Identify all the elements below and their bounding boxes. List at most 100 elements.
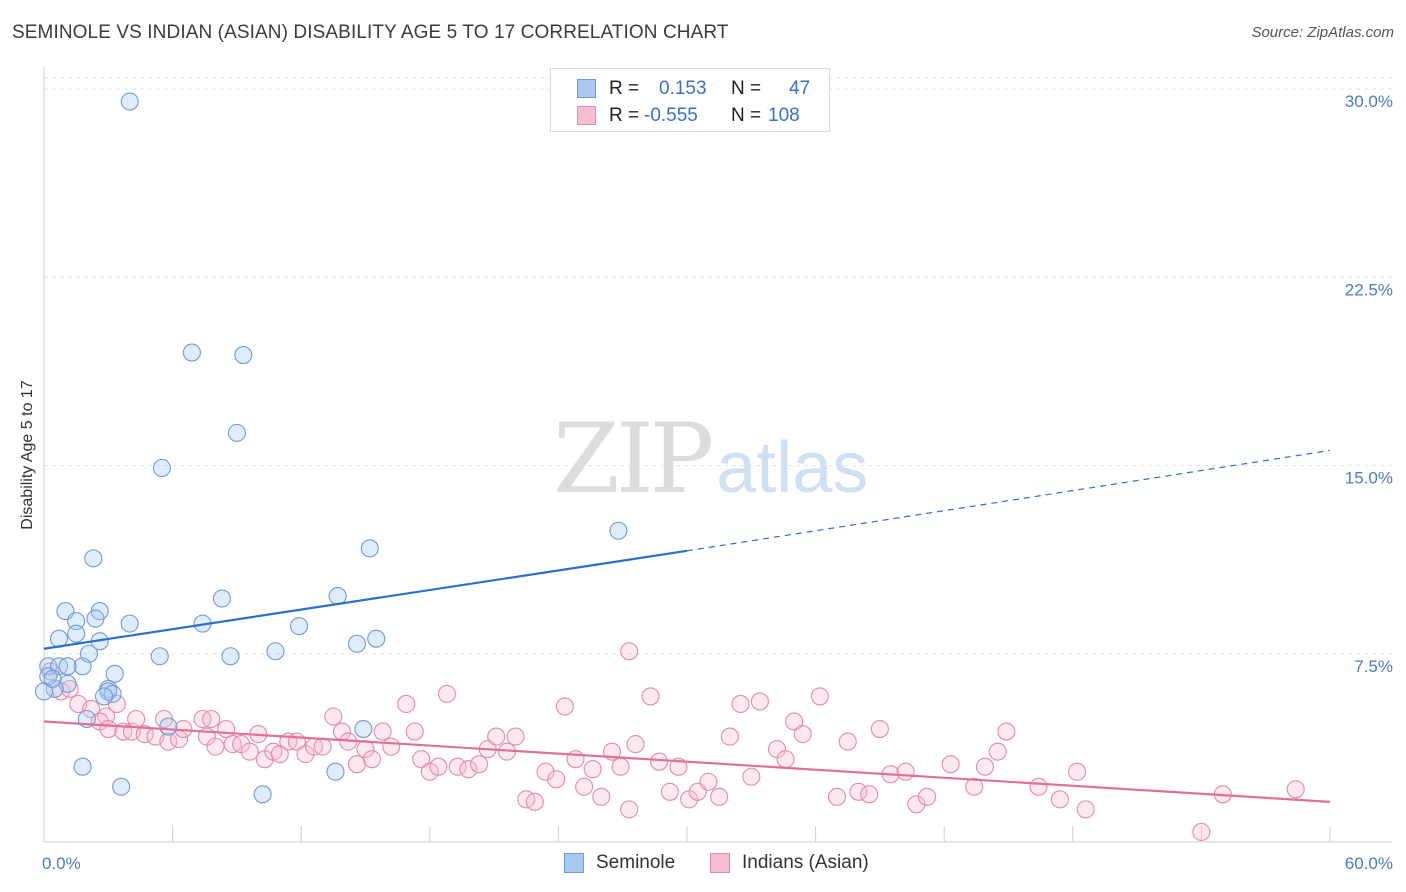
indian-asian-point (849, 782, 868, 801)
legend-r-value: -0.555 (644, 105, 698, 126)
indian-asian-point (487, 727, 506, 746)
indian-asian-point (217, 719, 236, 739)
legend-swatch-seminole (577, 79, 596, 98)
chart-title: SEMINOLE VS INDIAN (ASIAN) DISABILITY AG… (12, 22, 729, 43)
indian-asian-point (660, 782, 679, 801)
indian-asian-point (547, 770, 566, 789)
watermark-zip: ZIP (553, 403, 714, 515)
seminole-point (120, 92, 139, 111)
indian-asian-point (206, 737, 225, 756)
seminole-point (120, 614, 139, 633)
indian-asian-point (896, 762, 915, 781)
seminole-point (290, 617, 309, 636)
seminole-point (360, 539, 379, 558)
seminole-trend-line (43, 549, 688, 650)
source-label: Source: ZipAtlas.com (1251, 24, 1394, 41)
legend-label-indian: Indians (Asian) (742, 852, 869, 873)
indian-asian-point (127, 709, 146, 729)
legend-row-seminole: R = 0.153 N = 47 (551, 75, 829, 101)
seminole-point (67, 624, 86, 643)
indian-asian-point (827, 787, 847, 806)
seminole-point (328, 586, 347, 606)
indian-asian-point (731, 694, 750, 714)
seminole-point (112, 777, 131, 796)
indian-asian-point (240, 742, 259, 761)
watermark-atlas: atlas (716, 428, 869, 508)
indian-asian-point (988, 742, 1007, 761)
indian-asian-point (420, 762, 439, 781)
indian-asian-point (362, 750, 381, 769)
tick-labels: 7.5% 15.0% 22.5% 30.0% 0.0% 60.0% (42, 92, 1393, 873)
indian-asian-point (907, 795, 926, 814)
indian-asian-point (641, 687, 660, 706)
legend-row-indian: R = -0.555 N = 108 (551, 102, 829, 128)
seminole-point (221, 647, 240, 666)
indian-asian-point (536, 762, 555, 781)
indian-asian-point (626, 735, 645, 754)
indian-asian-point (776, 750, 795, 769)
watermark: ZIPatlas (553, 403, 868, 515)
indian-asian-point (382, 737, 401, 756)
seminole-point (150, 647, 169, 666)
indian-asian-point (575, 777, 594, 796)
indian-asian-points (41, 642, 1305, 842)
indian-asian-point (347, 755, 366, 774)
axes (43, 66, 1392, 843)
seminole-point (73, 757, 92, 776)
seminole-point (43, 669, 62, 688)
indian-asian-point (860, 785, 879, 804)
seminole-point (367, 629, 386, 648)
indian-asian-point (592, 787, 611, 806)
indian-asian-point (135, 725, 154, 744)
indian-asian-point (870, 719, 889, 739)
indian-asian-point (270, 745, 289, 764)
indian-asian-point (838, 732, 857, 751)
indian-asian-point (313, 737, 332, 756)
indian-asian-point (810, 687, 829, 706)
indian-asian-point (159, 732, 178, 751)
indian-asian-point (324, 707, 343, 726)
x-tick-label: 0.0% (42, 854, 81, 873)
correlation-legend: R = 0.153 N = 47 R = -0.555 N = 108 (550, 68, 830, 132)
legend-n-label: N = (731, 105, 762, 126)
seminole-point (58, 657, 77, 676)
indian-asian-point (405, 722, 424, 741)
y-tick-label: 30.0% (1345, 92, 1393, 111)
seminole-point (212, 589, 231, 608)
legend-n-value: 108 (768, 105, 800, 126)
indian-asian-point (941, 755, 960, 774)
legend-r-label: R = (609, 78, 640, 99)
legend-n-label: N = (731, 78, 762, 99)
seminole-points (34, 92, 628, 804)
indian-asian-point (202, 709, 221, 729)
indian-asian-point (793, 725, 812, 744)
seminole-point (266, 642, 285, 661)
indian-asian-point (1050, 790, 1069, 809)
legend-label-seminole: Seminole (596, 852, 676, 873)
indian-asian-point (742, 767, 761, 786)
seminole-point (609, 521, 628, 540)
seminole-point (152, 458, 171, 478)
seminole-point (86, 609, 105, 628)
indian-asian-point (555, 697, 574, 716)
seminole-point (182, 343, 201, 362)
indian-asian-point (459, 760, 478, 779)
indian-asian-point (975, 757, 994, 776)
seminole-point (34, 682, 54, 701)
y-tick-label: 22.5% (1345, 280, 1393, 299)
indian-asian-point (1192, 822, 1211, 842)
indian-asian-point (699, 772, 718, 791)
indian-asian-point (448, 757, 467, 776)
indian-asian-point (965, 777, 984, 796)
indian-asian-point (82, 699, 101, 719)
seminole-point (79, 644, 99, 663)
indian-asian-point (710, 787, 729, 806)
seminole-point (227, 423, 246, 442)
indian-asian-point (611, 757, 630, 776)
indian-asian-point (437, 684, 456, 703)
seminole-point (253, 785, 272, 804)
legend-swatch-indian (577, 106, 596, 125)
seminole-point (84, 549, 103, 568)
seminole-trend-extension (686, 449, 1331, 552)
legend-r-value: 0.153 (659, 78, 707, 99)
